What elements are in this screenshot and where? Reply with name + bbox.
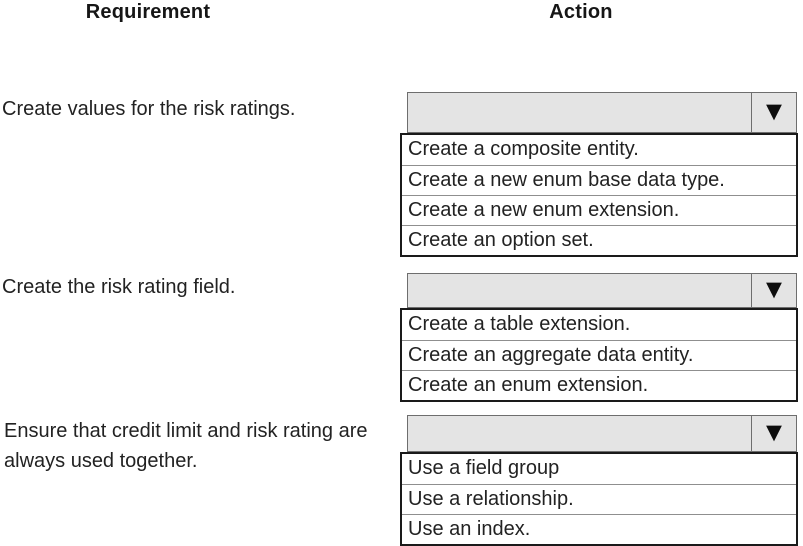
- dropdown-option[interactable]: Create a composite entity.: [402, 135, 796, 165]
- requirement-text-1: Create values for the risk ratings.: [2, 98, 296, 120]
- dropdown-2-arrow-button[interactable]: ▼: [751, 274, 796, 307]
- dropdown-option[interactable]: Create a new enum base data type.: [402, 165, 796, 195]
- action-column-header: Action: [549, 1, 613, 23]
- dropdown-option[interactable]: Create a table extension.: [402, 310, 796, 340]
- requirement-text-3: Ensure that credit limit and risk rating…: [4, 420, 368, 472]
- chevron-down-icon: ▼: [760, 417, 788, 447]
- action-dropdown-1[interactable]: ▼: [407, 92, 797, 133]
- dropdown-2-options-list: Create a table extension. Create an aggr…: [400, 308, 798, 402]
- dropdown-option[interactable]: Create an option set.: [402, 225, 796, 255]
- action-dropdown-2[interactable]: ▼: [407, 273, 797, 308]
- dropdown-option[interactable]: Create a new enum extension.: [402, 195, 796, 225]
- dropdown-2-selected-value[interactable]: [408, 274, 751, 307]
- dropdown-option[interactable]: Create an aggregate data entity.: [402, 340, 796, 370]
- chevron-down-icon: ▼: [760, 96, 788, 126]
- dropdown-option[interactable]: Use a field group: [402, 454, 796, 484]
- dropdown-option[interactable]: Use an index.: [402, 514, 796, 544]
- dropdown-option[interactable]: Create an enum extension.: [402, 370, 796, 400]
- action-dropdown-3[interactable]: ▼: [407, 415, 797, 452]
- chevron-down-icon: ▼: [760, 274, 788, 304]
- dropdown-3-arrow-button[interactable]: ▼: [751, 416, 796, 451]
- requirement-text-2: Create the risk rating field.: [2, 276, 236, 298]
- dropdown-3-selected-value[interactable]: [408, 416, 751, 451]
- requirement-column-header: Requirement: [85, 1, 211, 23]
- dropdown-3-options-list: Use a field group Use a relationship. Us…: [400, 452, 798, 546]
- dropdown-1-arrow-button[interactable]: ▼: [751, 93, 796, 132]
- dropdown-1-options-list: Create a composite entity. Create a new …: [400, 133, 798, 257]
- dropdown-1-selected-value[interactable]: [408, 93, 751, 132]
- dropdown-option[interactable]: Use a relationship.: [402, 484, 796, 514]
